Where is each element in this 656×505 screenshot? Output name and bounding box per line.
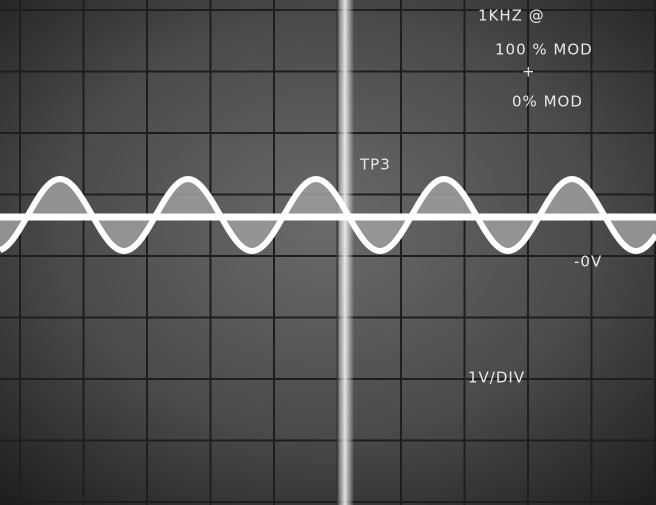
screen	[0, 0, 656, 505]
frequency-note: 1KHZ @	[478, 7, 545, 25]
plus-note: +	[522, 63, 536, 81]
oscilloscope-photo: 1KHZ @ 100 % MOD + 0% MOD TP3 -0V 1V/DIV	[0, 0, 656, 505]
mod-low-note: 0% MOD	[512, 93, 583, 111]
center-beam	[336, 0, 354, 505]
mod-high-note: 100 % MOD	[495, 41, 593, 59]
page: 1KHZ @ 100 % MOD + 0% MOD TP3 -0V 1V/DIV…	[0, 0, 656, 505]
zero-level-note: -0V	[574, 253, 602, 271]
test-point-note: TP3	[359, 156, 391, 174]
scale-note: 1V/DIV	[468, 369, 525, 387]
